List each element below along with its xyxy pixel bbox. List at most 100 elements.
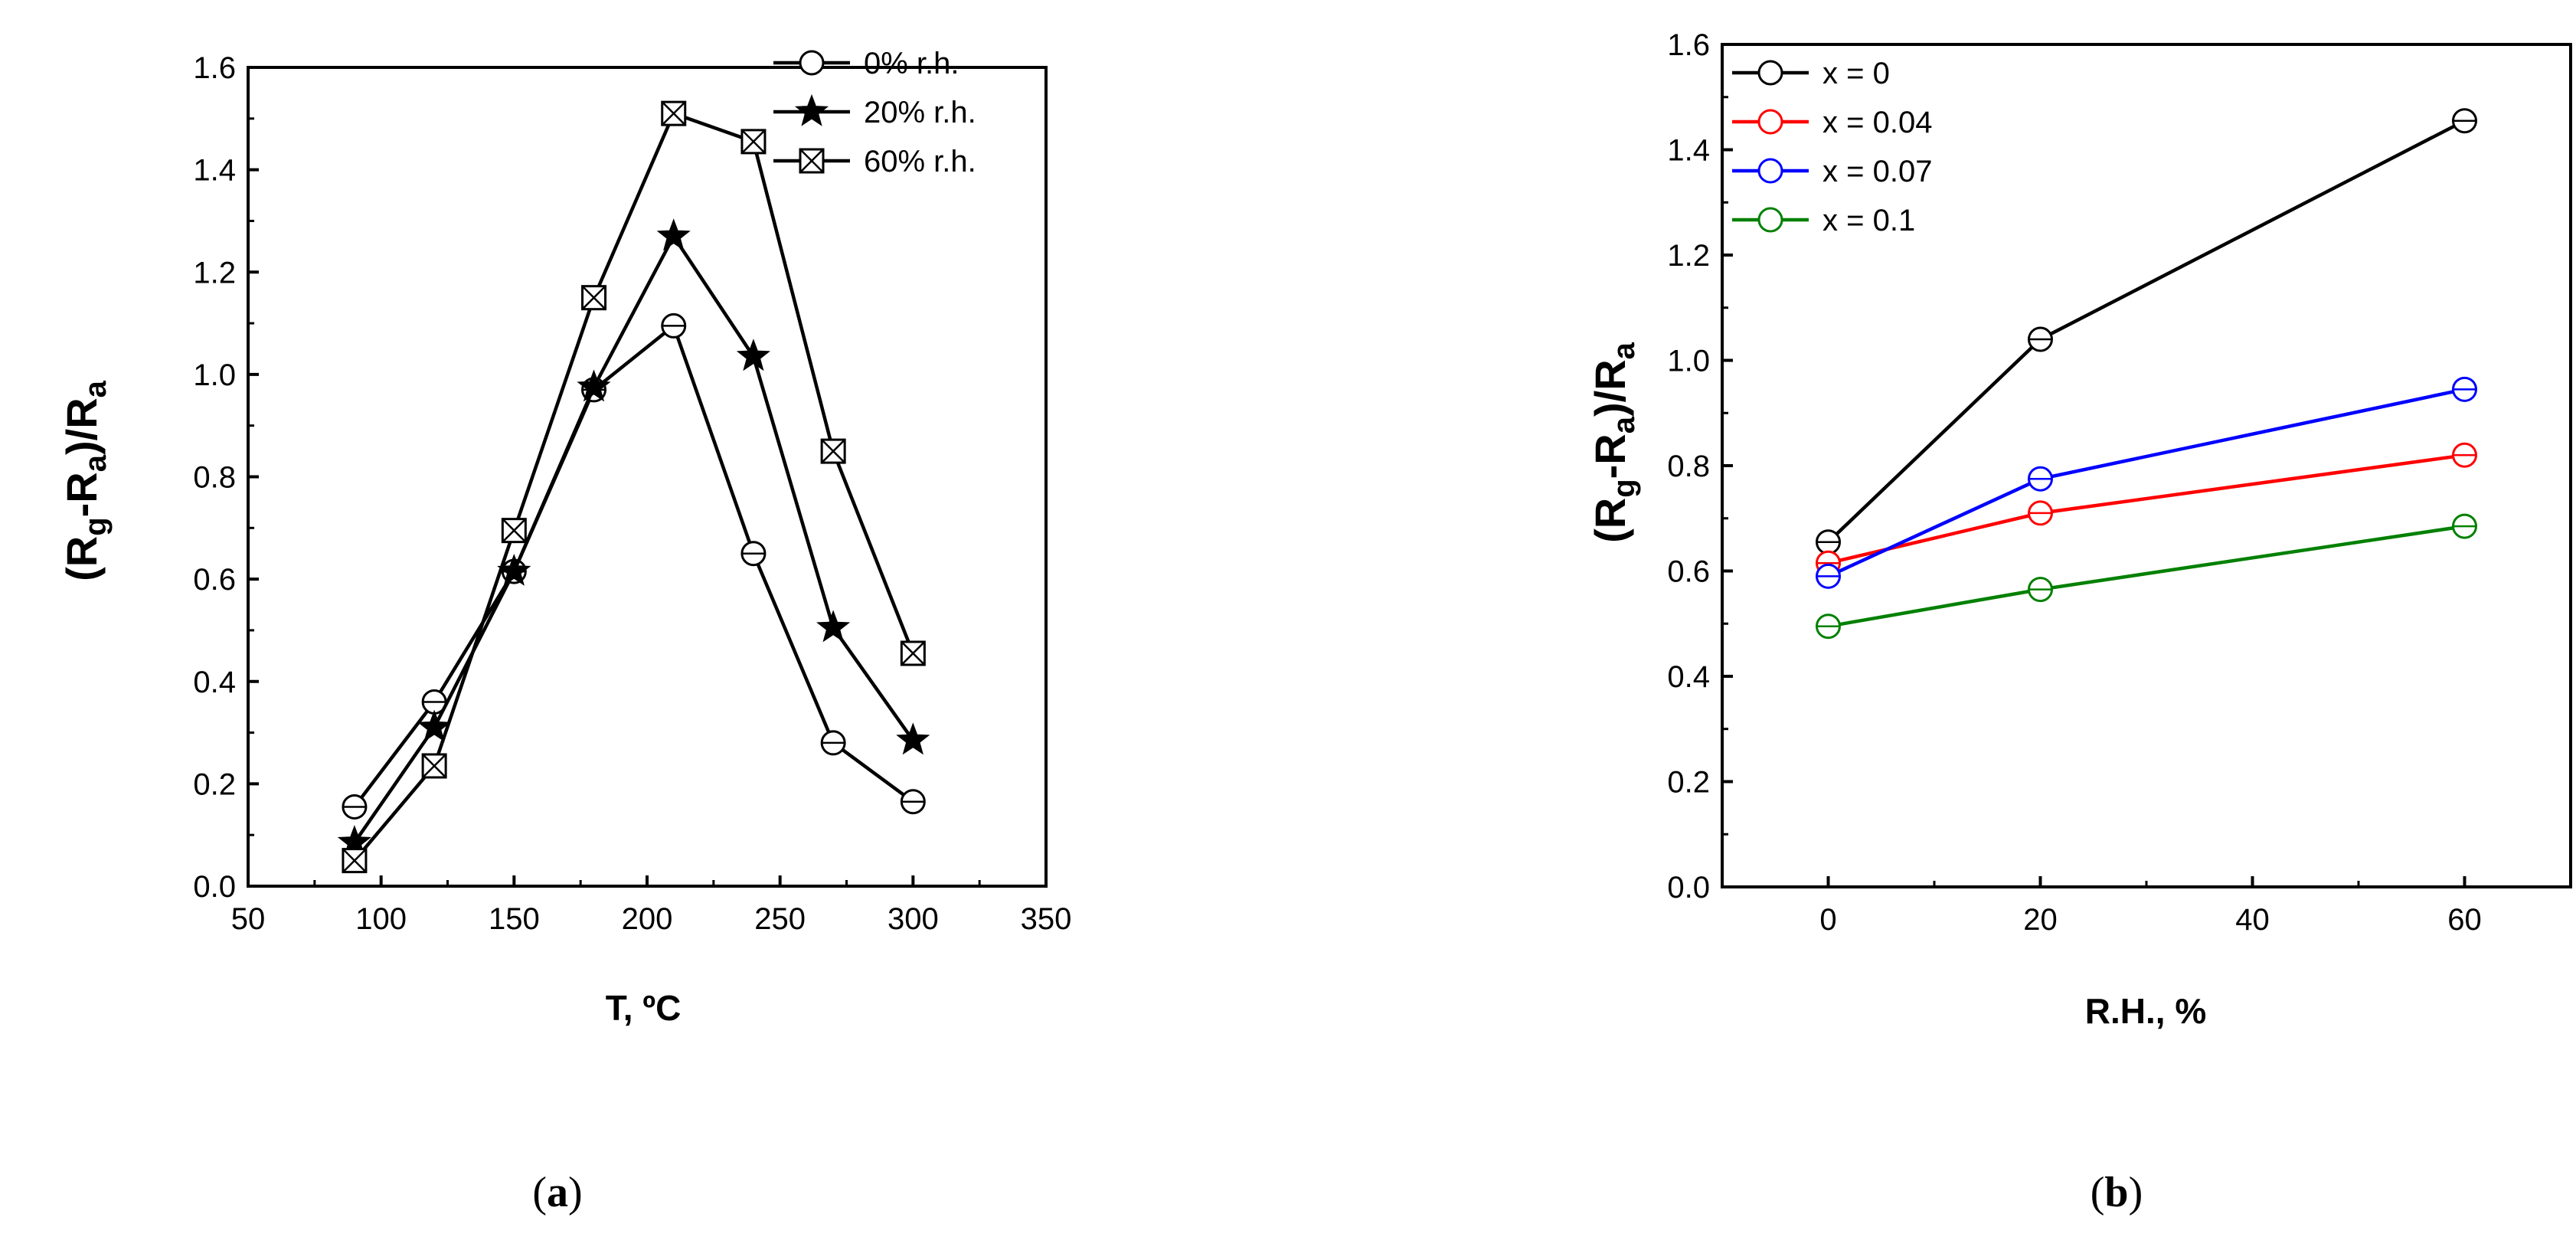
chart-b-y-tick-label: 0.6 — [1667, 555, 1710, 589]
chart-b-y-tick-label: 1.6 — [1667, 28, 1710, 62]
chart-a-legend-marker — [799, 148, 825, 174]
chart-a-data-point — [656, 218, 691, 251]
chart-a-x-tick-label: 200 — [622, 902, 673, 936]
chart-a-series-line — [353, 111, 915, 862]
chart-b-data-point — [2452, 513, 2477, 539]
chart-a-y-tick-label: 0.8 — [193, 461, 236, 495]
chart-b-data-point — [2452, 442, 2477, 468]
chart-a-data-point — [900, 640, 926, 666]
chart-a-x-tick-label: 50 — [231, 902, 266, 936]
chart-a-x-tick-label: 250 — [754, 902, 806, 936]
chart-b-x-tick-label: 40 — [2235, 903, 2270, 937]
chart-a-legend-item: 0% r.h. — [773, 47, 959, 80]
chart-b-series-2 — [1816, 376, 2477, 589]
chart-b-legend-marker — [1757, 60, 1783, 86]
chart-b-legend: x = 0 x = 0.04 x = 0.07 x = 0.1 — [1732, 57, 1932, 237]
chart-a-data-point — [501, 518, 527, 544]
chart-a-data-point — [661, 312, 687, 339]
chart-a-legend-item: 20% r.h. — [773, 93, 976, 129]
chart-a-y-tick-label: 1.6 — [193, 51, 236, 85]
chart-a-series-0 — [342, 312, 926, 820]
chart-b-y-tick-label: 1.0 — [1667, 345, 1710, 378]
chart-a-series-line — [353, 233, 915, 844]
chart-a-series-2 — [342, 100, 926, 874]
chart-a-data-point — [896, 722, 930, 755]
chart-a-data-point — [417, 709, 452, 742]
chart-a-data-point — [581, 285, 607, 311]
chart-a-data-point — [342, 793, 368, 820]
chart-a-y-tick-label: 1.0 — [193, 358, 236, 392]
chart-a-data-point — [342, 848, 368, 874]
chart-b-legend-label: x = 0.1 — [1822, 204, 1915, 237]
chart-b-y-axis-label: (Rg-Ra)/Ra — [1586, 342, 1641, 543]
chart-b-y-tick-label: 0.2 — [1667, 766, 1710, 800]
caption-a: (a) — [532, 1169, 582, 1216]
chart-a-data-point — [740, 541, 767, 567]
chart-a-legend-label: 0% r.h. — [864, 47, 959, 80]
chart-b-y-tick-label: 1.2 — [1667, 239, 1710, 273]
chart-a-data-point — [661, 100, 687, 126]
chart-b-legend-label: x = 0 — [1822, 57, 1890, 90]
chart-a-data-point — [820, 438, 846, 464]
chart-a-y-tick-label: 0.2 — [193, 767, 236, 801]
chart-b-legend-item: x = 0.04 — [1732, 106, 1932, 139]
chart-a-x-tick-label: 350 — [1021, 902, 1072, 936]
chart-a-data-point — [820, 730, 846, 756]
chart-b-data-point — [2028, 466, 2053, 492]
chart-b-legend-label: x = 0.04 — [1822, 106, 1932, 139]
chart-a-data-point — [740, 129, 767, 155]
chart-a-y-tick-label: 0.6 — [193, 563, 236, 597]
chart-b-x-tick-label: 0 — [1819, 903, 1836, 937]
chart-b-data-point — [1816, 613, 1841, 640]
chart-b-legend-item: x = 0.1 — [1732, 204, 1915, 237]
chart-a-x-axis-label: T, ºC — [606, 988, 682, 1028]
chart-b-data-point — [2028, 326, 2053, 352]
chart-b-y-tick-label: 1.4 — [1667, 134, 1710, 168]
chart-a-x-tick-label: 150 — [489, 902, 540, 936]
chart-b-data-point — [1816, 529, 1841, 555]
chart-b-data-point — [2452, 108, 2477, 134]
chart-b-series-3 — [1816, 513, 2477, 640]
chart-a-legend-marker — [799, 50, 825, 76]
chart-b-x-axis-label: R.H., % — [2085, 991, 2206, 1031]
chart-b-legend-label: x = 0.07 — [1822, 155, 1932, 188]
chart-a-legend-marker — [794, 93, 829, 126]
chart-b-legend-marker — [1757, 207, 1783, 233]
chart-a-legend-label: 20% r.h. — [864, 96, 976, 129]
chart-b-legend-marker — [1757, 158, 1783, 184]
chart-b-data-point — [2028, 577, 2053, 603]
chart-b-series-1 — [1816, 442, 2477, 576]
chart-b-series-line — [1827, 453, 2465, 565]
caption-b: (b) — [2091, 1169, 2143, 1216]
chart-b-legend-item: x = 0.07 — [1732, 155, 1932, 188]
chart-b-data-point — [2028, 500, 2053, 526]
chart-a-x-tick-label: 100 — [355, 902, 407, 936]
chart-a-data-point — [816, 610, 851, 643]
chart-b-x-tick-label: 20 — [2023, 903, 2058, 937]
chart-b-data-point — [1816, 563, 1841, 589]
chart-a-y-tick-label: 1.4 — [193, 154, 236, 188]
chart-a-y-tick-label: 0.0 — [193, 870, 236, 904]
chart-a-data-point — [577, 369, 611, 402]
chart-b-data-point — [2452, 376, 2477, 402]
chart-b: 0 20 40 60 0.0 0.2 0.4 0.6 0.8 1.0 1.2 1.4 1.6 R.H.… — [1586, 28, 2572, 1031]
chart-b-legend-item: x = 0 — [1732, 57, 1890, 90]
chart-b-series-line — [1827, 388, 2465, 578]
chart-a-legend: 0% r.h. 20% r.h. 60% r.h. — [773, 47, 976, 178]
chart-a-data-point — [421, 753, 447, 779]
chart-b-y-tick-label: 0.8 — [1667, 450, 1710, 483]
chart-a-data-point — [736, 339, 770, 371]
chart-a-y-tick-label: 1.2 — [193, 256, 236, 290]
chart-b-y-tick-label: 0.4 — [1667, 660, 1710, 694]
chart-a-data-point — [900, 789, 926, 815]
chart-a-legend-item: 60% r.h. — [773, 145, 976, 178]
chart-a-plot-frame — [247, 66, 1048, 888]
chart-a-legend-label: 60% r.h. — [864, 145, 976, 178]
chart-b-series-0 — [1816, 108, 2477, 555]
chart-a: 50 100 150 200 250 300 350 0.0 0.2 0.4 0.6 0.8 1.0 1… — [57, 47, 1071, 1028]
chart-a-y-axis-label: (Rg-Ra)/Ra — [57, 380, 113, 581]
chart-b-y-tick-label: 0.0 — [1667, 871, 1710, 905]
chart-a-series-line — [353, 322, 914, 808]
chart-b-legend-marker — [1757, 109, 1783, 135]
